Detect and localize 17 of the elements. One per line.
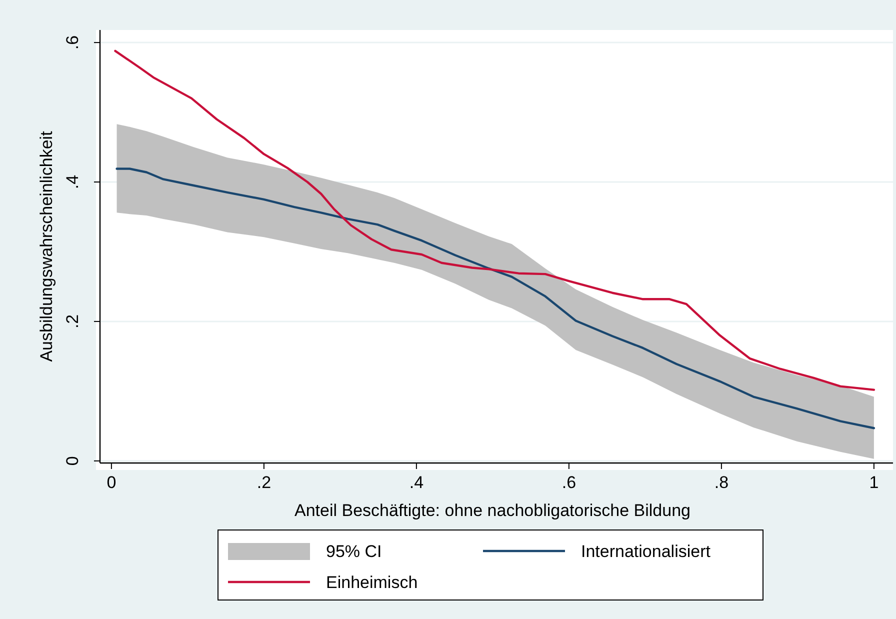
x-axis-title: Anteil Beschäftigte: ohne nachobligatorische Bildung [294, 501, 690, 520]
y-axis-title: Ausbildungswahrscheinlichkeit [37, 130, 56, 362]
x-tick-label: 0 [106, 473, 116, 492]
legend-label: 95% CI [326, 542, 382, 561]
x-tick-label: .6 [562, 473, 576, 492]
x-tick-label: 1 [869, 473, 879, 492]
y-tick-label: .6 [63, 35, 82, 50]
legend-label: Internationalisiert [581, 542, 711, 561]
x-tick-label: .2 [256, 473, 272, 492]
line-series [114, 50, 876, 391]
y-tick-label: .2 [63, 314, 82, 329]
x-tick-label: .8 [714, 473, 729, 492]
legend-label: Einheimisch [326, 573, 418, 592]
line-series [116, 168, 876, 430]
y-tick-label: 0 [63, 456, 82, 466]
x-tick-label: .4 [409, 473, 424, 492]
y-tick-label: .4 [63, 174, 82, 190]
